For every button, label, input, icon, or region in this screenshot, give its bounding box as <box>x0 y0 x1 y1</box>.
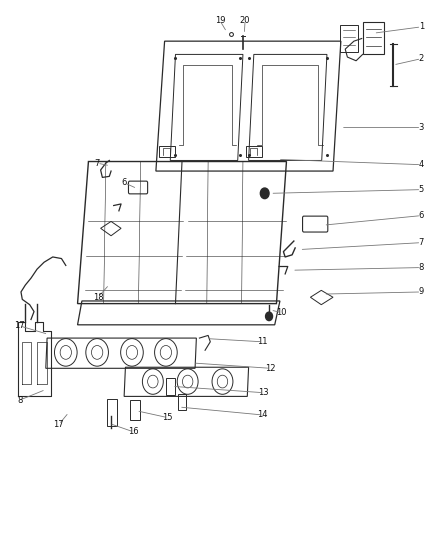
Circle shape <box>260 188 269 199</box>
Text: 6: 6 <box>121 178 127 187</box>
Text: 1: 1 <box>419 22 424 31</box>
Circle shape <box>265 312 272 320</box>
Text: 11: 11 <box>257 337 268 346</box>
Text: 12: 12 <box>265 364 276 373</box>
Text: 15: 15 <box>162 413 173 422</box>
Text: 10: 10 <box>276 308 287 317</box>
Text: 20: 20 <box>240 16 251 25</box>
Text: 8: 8 <box>419 263 424 272</box>
Text: 7: 7 <box>95 159 100 167</box>
Text: 5: 5 <box>419 185 424 194</box>
Text: 17: 17 <box>53 420 64 429</box>
Text: 3: 3 <box>419 123 424 132</box>
Text: 19: 19 <box>215 16 225 25</box>
Text: 8: 8 <box>17 395 22 405</box>
Text: 9: 9 <box>419 287 424 296</box>
Text: 17: 17 <box>14 321 25 330</box>
Text: 18: 18 <box>93 293 103 302</box>
Text: 6: 6 <box>419 211 424 220</box>
Text: 2: 2 <box>419 54 424 63</box>
Text: 13: 13 <box>258 388 268 397</box>
Text: 14: 14 <box>257 410 268 419</box>
Text: 16: 16 <box>128 427 139 437</box>
Text: 7: 7 <box>419 238 424 247</box>
Text: 4: 4 <box>419 160 424 169</box>
